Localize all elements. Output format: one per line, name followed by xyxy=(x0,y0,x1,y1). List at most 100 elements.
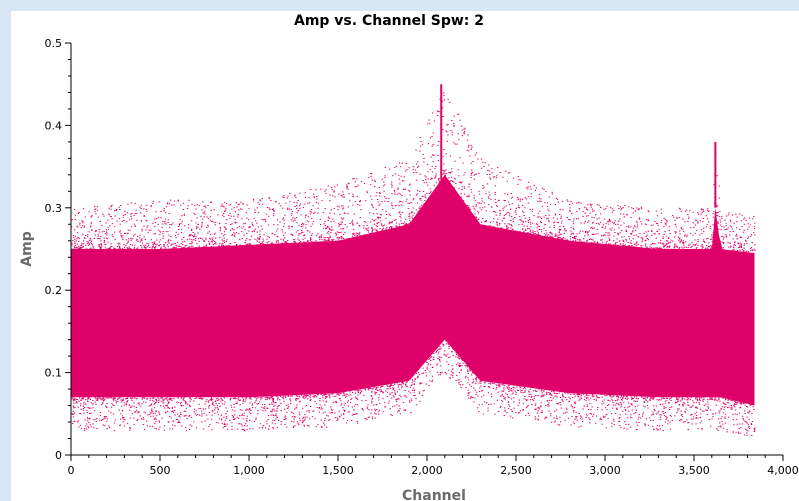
data-point xyxy=(702,240,705,242)
data-point xyxy=(583,399,586,401)
data-point xyxy=(463,133,465,135)
data-point xyxy=(222,240,224,242)
data-point xyxy=(725,222,727,224)
data-point xyxy=(135,407,138,408)
data-point xyxy=(474,209,476,211)
data-point xyxy=(540,216,542,218)
data-point xyxy=(184,225,186,227)
data-point xyxy=(718,197,720,199)
data-point xyxy=(131,412,134,414)
data-point xyxy=(224,202,226,204)
data-point xyxy=(631,398,634,400)
data-point xyxy=(218,246,220,248)
data-point xyxy=(461,125,463,127)
data-point xyxy=(229,203,232,205)
data-point xyxy=(496,224,499,226)
data-point xyxy=(751,413,753,415)
data-point xyxy=(174,425,176,427)
data-point xyxy=(722,412,724,414)
data-point xyxy=(375,387,378,389)
data-point xyxy=(255,419,257,421)
data-point xyxy=(260,243,262,245)
data-point xyxy=(472,378,474,380)
data-point xyxy=(365,200,367,202)
data-point xyxy=(678,238,681,240)
data-point xyxy=(640,237,642,239)
data-point xyxy=(213,209,215,211)
data-point xyxy=(134,411,136,413)
data-point xyxy=(424,196,426,198)
data-point xyxy=(388,402,390,404)
data-point xyxy=(251,407,254,408)
data-point xyxy=(572,237,574,239)
data-point xyxy=(467,371,469,373)
data-point xyxy=(239,409,241,411)
data-point xyxy=(741,214,743,216)
data-point xyxy=(644,423,647,425)
data-point xyxy=(200,215,202,217)
data-point xyxy=(428,193,430,194)
data-point xyxy=(204,213,206,215)
data-point xyxy=(174,406,176,408)
data-point xyxy=(349,402,352,404)
data-point xyxy=(333,239,335,241)
data-point xyxy=(700,213,702,215)
data-point xyxy=(652,419,654,421)
data-point xyxy=(417,165,420,167)
data-point xyxy=(507,172,510,174)
data-point xyxy=(245,399,247,401)
data-point xyxy=(484,221,486,223)
data-point xyxy=(599,207,602,209)
data-point xyxy=(146,246,149,248)
data-point xyxy=(79,224,81,226)
data-point xyxy=(511,393,513,395)
data-point xyxy=(386,391,389,393)
data-point xyxy=(124,419,126,421)
data-point xyxy=(455,380,457,382)
data-point xyxy=(693,402,695,404)
data-point xyxy=(303,425,305,427)
data-point xyxy=(322,412,324,414)
data-point xyxy=(656,247,658,248)
data-point xyxy=(163,210,165,212)
data-point xyxy=(630,403,632,405)
data-point xyxy=(658,410,660,412)
data-point xyxy=(225,425,227,427)
data-point xyxy=(131,397,133,399)
data-point xyxy=(443,163,445,165)
data-point xyxy=(638,218,641,220)
data-point xyxy=(297,210,299,212)
data-point xyxy=(358,233,361,235)
data-point xyxy=(284,237,286,239)
data-point xyxy=(223,423,225,425)
data-point xyxy=(94,397,97,399)
data-point xyxy=(408,202,411,204)
data-point xyxy=(696,399,699,401)
data-point xyxy=(340,236,342,237)
data-point xyxy=(735,213,737,215)
data-point xyxy=(111,234,113,236)
data-point xyxy=(276,399,279,401)
data-point xyxy=(242,245,244,246)
data-point xyxy=(88,211,90,213)
data-point xyxy=(365,228,367,229)
data-point xyxy=(711,247,713,249)
data-point xyxy=(647,248,649,249)
data-point xyxy=(148,242,150,244)
data-point xyxy=(340,205,342,207)
data-point xyxy=(221,422,223,424)
data-point xyxy=(208,231,210,233)
data-point xyxy=(454,143,457,145)
data-point xyxy=(157,397,159,399)
data-point xyxy=(119,223,121,225)
data-point xyxy=(621,236,623,238)
data-point xyxy=(473,178,476,180)
data-point xyxy=(354,235,356,237)
data-point xyxy=(222,243,224,245)
data-point xyxy=(721,225,723,227)
data-point xyxy=(579,418,582,420)
data-point xyxy=(698,399,700,401)
data-point xyxy=(537,419,539,421)
data-point xyxy=(122,399,124,401)
data-point xyxy=(479,380,481,382)
